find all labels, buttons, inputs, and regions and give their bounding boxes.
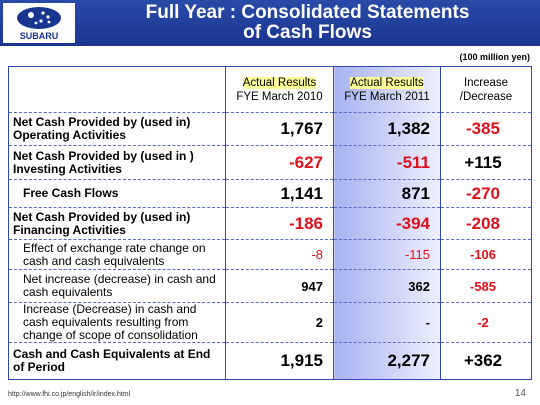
value-cell: 1,767: [225, 112, 334, 146]
cash-flow-table: Actual Results FYE March 2010 Actual Resu…: [8, 66, 532, 380]
table-row: Free Cash Flows 1,141 871 -270: [8, 179, 532, 208]
row-label: Net Cash Provided by (used in) Operating…: [8, 112, 226, 146]
value-cell: -106: [440, 239, 532, 270]
logo-mark: SUBARU: [17, 7, 61, 41]
unit-note: (100 million yen): [459, 52, 530, 62]
logo: SUBARU: [3, 3, 75, 43]
value-cell: 1,382: [333, 112, 441, 146]
header-row: Actual Results FYE March 2010 Actual Resu…: [8, 66, 532, 113]
column-header: Actual Results FYE March 2010: [225, 66, 334, 113]
row-label: Net Cash Provided by (used in ) Investin…: [8, 145, 226, 180]
value-cell: 1,915: [225, 342, 334, 380]
row-label: Increase (Decrease) in cash and cash equ…: [8, 302, 226, 343]
value-cell: 1,141: [225, 179, 334, 208]
value-cell: +115: [440, 145, 532, 180]
header-text: Actual Results: [350, 76, 424, 89]
column-header: Increase/Decrease: [440, 66, 532, 113]
table-row: Effect of exchange rate change on cash a…: [8, 239, 532, 270]
value-cell: -115: [333, 239, 441, 270]
table-row: Net increase (decrease) in cash and cash…: [8, 269, 532, 303]
row-label: Cash and Cash Equivalents at End of Peri…: [8, 342, 226, 380]
value-cell: 362: [333, 269, 441, 303]
table-row: Net Cash Provided by (used in ) Investin…: [8, 145, 532, 180]
title: Full Year : Consolidated Statements of C…: [80, 3, 535, 43]
value-cell: -585: [440, 269, 532, 303]
table-row: Net Cash Provided by (used in) Financing…: [8, 207, 532, 240]
row-label: Net increase (decrease) in cash and cash…: [8, 269, 226, 303]
value-cell: -394: [333, 207, 441, 240]
value-cell: -2: [440, 302, 532, 343]
value-cell: -: [333, 302, 441, 343]
table-row: Increase (Decrease) in cash and cash equ…: [8, 302, 532, 343]
value-cell: 2,277: [333, 342, 441, 380]
row-label: Effect of exchange rate change on cash a…: [8, 239, 226, 270]
column-header: Actual Results FYE March 2011: [333, 66, 441, 113]
header-text: FYE March 2010: [236, 90, 323, 103]
table-body: Actual Results FYE March 2010 Actual Resu…: [8, 66, 532, 380]
empty-header: [8, 66, 226, 113]
header-text: /Decrease: [459, 90, 513, 103]
value-cell: 871: [333, 179, 441, 208]
value-cell: -8: [225, 239, 334, 270]
value-cell: -627: [225, 145, 334, 180]
value-cell: 947: [225, 269, 334, 303]
value-cell: +362: [440, 342, 532, 380]
logo-text: SUBARU: [20, 31, 59, 41]
value-cell: 2: [225, 302, 334, 343]
value-cell: -385: [440, 112, 532, 146]
header-text: FYE March 2011: [344, 90, 430, 103]
value-cell: -270: [440, 179, 532, 208]
header-text: Actual Results: [242, 76, 317, 89]
table-row: Net Cash Provided by (used in) Operating…: [8, 112, 532, 146]
footer-url: http://www.fhi.co.jp/english/ir/index.ht…: [8, 391, 131, 398]
value-cell: -186: [225, 207, 334, 240]
row-label: Net Cash Provided by (used in) Financing…: [8, 207, 226, 240]
header-text: Increase: [463, 76, 509, 89]
page-number: 14: [514, 388, 526, 399]
title-line: Full Year : Consolidated Statements: [145, 2, 470, 23]
row-label: Free Cash Flows: [8, 179, 226, 208]
table-row: Cash and Cash Equivalents at End of Peri…: [8, 342, 532, 380]
title-line: of Cash Flows: [243, 22, 372, 43]
value-cell: -511: [333, 145, 441, 180]
value-cell: -208: [440, 207, 532, 240]
header-bar: SUBARU Full Year : Consolidated Statemen…: [0, 0, 540, 46]
